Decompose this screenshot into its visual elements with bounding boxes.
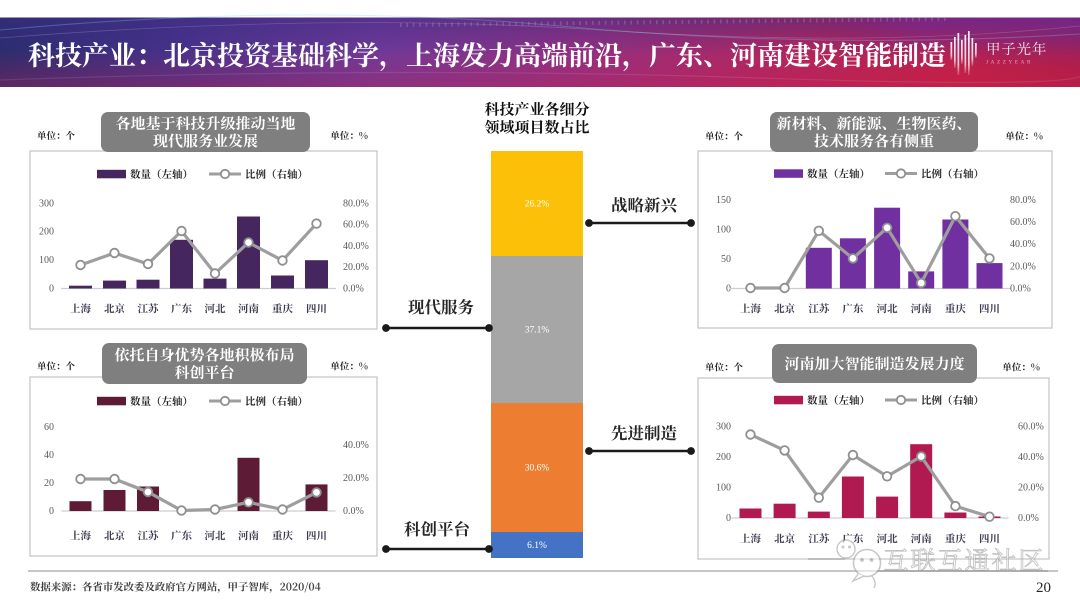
svg-text:40: 40 (44, 450, 54, 461)
svg-text:20: 20 (1036, 580, 1051, 596)
svg-text:26.2%: 26.2% (525, 200, 550, 210)
svg-text:40.0%: 40.0% (1018, 452, 1044, 463)
svg-text:6.1%: 6.1% (527, 541, 547, 551)
svg-text:100: 100 (39, 255, 54, 266)
svg-text:37.1%: 37.1% (525, 326, 550, 336)
svg-text:300: 300 (716, 421, 731, 432)
svg-text:0: 0 (726, 283, 731, 294)
svg-text:150: 150 (716, 195, 731, 206)
svg-text:60.0%: 60.0% (343, 220, 369, 231)
svg-text:300: 300 (39, 198, 54, 209)
svg-text:20.0%: 20.0% (343, 262, 369, 273)
svg-text:80.0%: 80.0% (1010, 195, 1036, 206)
svg-text:200: 200 (716, 452, 731, 463)
svg-text:80.0%: 80.0% (343, 198, 369, 209)
svg-text:0.0%: 0.0% (343, 506, 364, 517)
svg-text:60.0%: 60.0% (1010, 217, 1036, 228)
svg-text:0.0%: 0.0% (343, 283, 364, 294)
svg-text:0: 0 (49, 506, 54, 517)
svg-text:0: 0 (726, 513, 731, 524)
svg-text:100: 100 (716, 482, 731, 493)
svg-text:50: 50 (721, 254, 731, 265)
svg-text:40.0%: 40.0% (343, 241, 369, 252)
svg-text:100: 100 (716, 224, 731, 235)
svg-text:20.0%: 20.0% (1018, 482, 1044, 493)
svg-text:20.0%: 20.0% (1010, 261, 1036, 272)
svg-text:JAZZYEAR: JAZZYEAR (986, 60, 1033, 66)
svg-text:0: 0 (49, 283, 54, 294)
svg-text:20: 20 (44, 478, 54, 489)
svg-text:60.0%: 60.0% (1018, 421, 1044, 432)
svg-text:0.0%: 0.0% (1018, 513, 1039, 524)
svg-text:20.0%: 20.0% (343, 473, 369, 484)
svg-text:200: 200 (39, 227, 54, 238)
svg-text:40.0%: 40.0% (343, 440, 369, 451)
svg-text:30.6%: 30.6% (525, 464, 550, 474)
svg-text:0.0%: 0.0% (1010, 283, 1031, 294)
svg-text:40.0%: 40.0% (1010, 239, 1036, 250)
svg-text:60: 60 (44, 422, 54, 433)
